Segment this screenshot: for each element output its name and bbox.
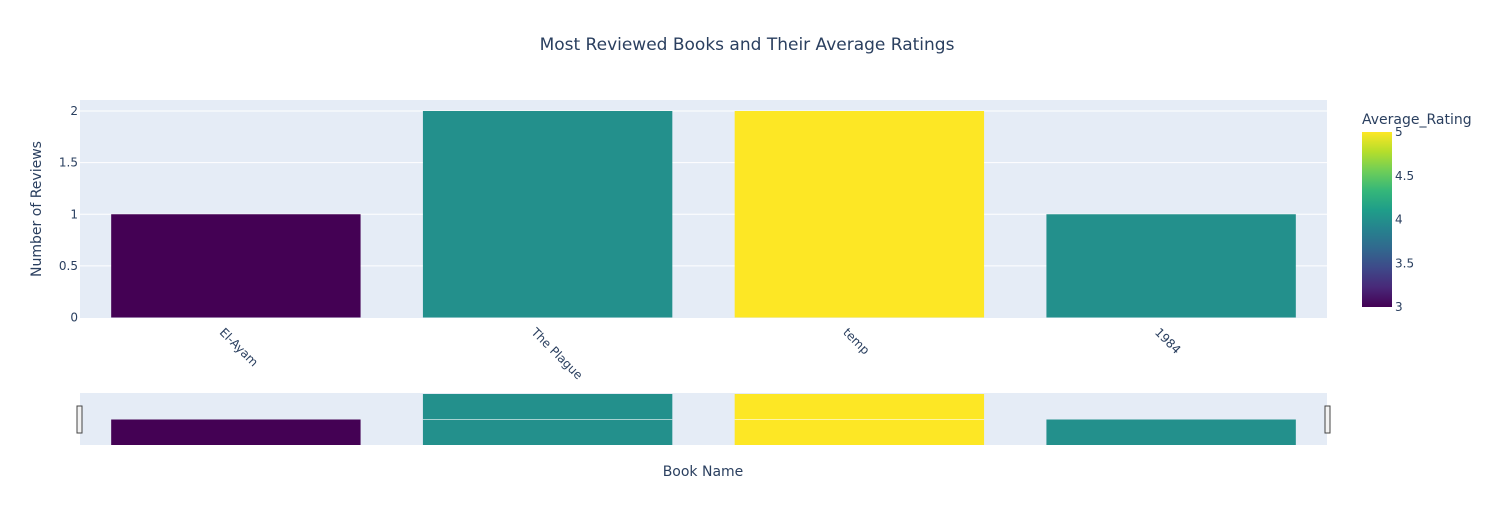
bar-el-ayam[interactable] [111,214,361,318]
range-slider-handle-right[interactable] [1324,405,1331,434]
y-tick-label: 2 [70,104,78,118]
bar-the-plague[interactable] [422,111,673,318]
colorbar-tick-label: 4.5 [1395,169,1414,183]
y-tick-label: 1.5 [59,156,78,170]
bar-temp[interactable] [734,111,985,318]
bar-1984[interactable] [1046,214,1296,318]
y-axis-title: Number of Reviews [29,141,45,277]
x-tick-label: The Plague [528,325,586,383]
x-axis-title: Book Name [663,464,744,480]
colorbar-tick-label: 5 [1395,125,1403,139]
y-tick-label: 1 [70,207,78,221]
y-axis-ticks: 0 0.5 1 1.5 2 [59,104,78,325]
y-tick-label: 0.5 [59,259,78,273]
y-tick-label: 0 [70,311,78,325]
colorbar-title: Average_Rating [1362,112,1472,128]
x-tick-label: temp [840,325,872,357]
colorbar [1362,132,1392,307]
colorbar-tick-label: 3 [1395,300,1403,314]
range-slider-handle-left[interactable] [76,405,83,434]
x-tick-label: 1984 [1152,325,1183,356]
colorbar-tick-label: 4 [1395,213,1403,227]
chart-title: Most Reviewed Books and Their Average Ra… [540,35,955,55]
x-tick-label: El-Ayam [217,325,261,369]
range-slider-bar [111,419,361,445]
range-slider-bars [111,394,1296,445]
colorbar-ticks: 3 3.5 4 4.5 5 [1395,125,1414,314]
bars-group [111,111,1296,318]
colorbar-tick-label: 3.5 [1395,256,1414,270]
range-slider-bar [1046,419,1296,445]
x-axis-ticks: El-Ayam The Plague temp 1984 [217,325,1184,383]
